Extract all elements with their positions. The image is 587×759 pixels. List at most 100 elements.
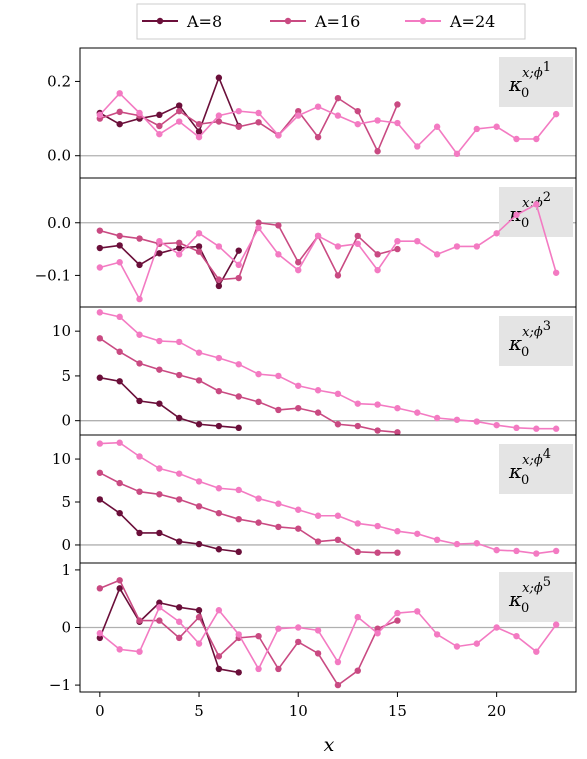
- data-point: [96, 309, 104, 316]
- x-axis-label: x: [324, 734, 335, 756]
- data-point: [552, 110, 560, 118]
- panels: κx;ϕ100.00.2κx;ϕ20−0.10.0κx;ϕ300510κx;ϕ4…: [35, 47, 577, 697]
- legend-marker: [284, 17, 292, 25]
- y-tick-label: 10: [52, 322, 71, 340]
- legend-entry: A=16: [270, 12, 360, 31]
- data-point: [116, 90, 123, 97]
- y-tick-label: 0.0: [47, 214, 71, 232]
- data-point: [156, 122, 163, 130]
- data-point: [255, 665, 262, 673]
- data-point: [295, 525, 302, 532]
- series-line: [99, 587, 239, 674]
- x-tick-label: 20: [487, 702, 506, 720]
- data-point: [215, 546, 223, 553]
- data-point: [96, 227, 104, 234]
- data-point: [96, 335, 104, 342]
- data-point: [394, 549, 401, 556]
- data-point: [374, 522, 381, 530]
- x-axis: 0 5 10 15 20: [95, 702, 506, 720]
- data-point: [136, 648, 143, 655]
- data-point: [235, 393, 242, 400]
- data-point: [334, 512, 342, 519]
- data-point: [275, 406, 282, 414]
- data-point: [374, 117, 381, 124]
- data-point: [275, 523, 282, 531]
- data-point: [255, 119, 262, 126]
- data-point: [255, 632, 262, 640]
- data-point: [275, 500, 282, 507]
- data-point: [295, 638, 302, 646]
- data-point: [314, 387, 322, 394]
- data-point: [493, 123, 500, 130]
- data-point: [493, 230, 500, 237]
- data-point: [176, 244, 183, 252]
- data-point: [255, 224, 262, 232]
- data-point: [394, 528, 401, 535]
- data-point: [96, 496, 104, 503]
- panel-label: κx;ϕ3 0: [508, 319, 551, 360]
- data-point: [176, 102, 183, 109]
- data-point: [136, 235, 143, 242]
- data-point: [116, 120, 123, 128]
- data-point: [394, 119, 401, 127]
- data-point: [414, 530, 421, 537]
- data-point: [354, 520, 361, 527]
- y-tick-label: 0: [61, 619, 71, 637]
- data-point: [433, 414, 441, 422]
- legend-marker: [156, 17, 164, 25]
- data-point: [295, 259, 302, 266]
- x-tick-label: 15: [388, 702, 407, 720]
- data-point: [255, 398, 262, 406]
- data-point: [235, 261, 242, 269]
- data-point: [473, 243, 480, 250]
- data-point: [136, 397, 143, 405]
- data-point: [374, 630, 381, 637]
- data-point: [195, 243, 203, 250]
- data-point: [156, 529, 163, 537]
- series-line: [99, 376, 239, 429]
- series-line: [99, 606, 557, 670]
- panel-1: κx;ϕ1 0 0.0 0.2: [47, 47, 577, 179]
- series-line: [99, 203, 557, 300]
- y-tick-label: 1: [61, 561, 71, 579]
- panel-label-box: [499, 57, 573, 107]
- data-point: [473, 418, 480, 425]
- series-line: [99, 221, 398, 281]
- data-point: [314, 512, 322, 519]
- x-tick-label: 10: [289, 702, 308, 720]
- data-point: [96, 264, 104, 271]
- data-point: [374, 266, 381, 274]
- data-point: [533, 425, 540, 432]
- data-point: [195, 133, 203, 141]
- y-tick-label: 10: [52, 450, 71, 468]
- data-point: [453, 643, 461, 650]
- data-point: [96, 111, 104, 119]
- data-point: [235, 361, 242, 368]
- data-point: [433, 631, 441, 638]
- data-point: [136, 617, 143, 624]
- data-point: [176, 414, 183, 422]
- data-point: [235, 515, 242, 523]
- data-point: [533, 201, 540, 208]
- panel-label-box: [499, 187, 573, 237]
- legend-label: A=16: [314, 12, 360, 31]
- data-point: [136, 360, 143, 367]
- data-point: [195, 478, 203, 485]
- data-point: [374, 401, 381, 408]
- data-point: [354, 613, 361, 621]
- data-point: [354, 240, 361, 248]
- data-point: [414, 608, 421, 615]
- data-point: [96, 469, 104, 476]
- data-point: [156, 617, 163, 624]
- data-point: [215, 665, 223, 673]
- data-point: [552, 547, 560, 555]
- data-point: [453, 150, 461, 158]
- data-point: [176, 251, 183, 258]
- data-point: [235, 631, 242, 638]
- data-point: [215, 354, 223, 362]
- data-point: [156, 400, 163, 407]
- panel-2: κx;ϕ20−0.10.0: [35, 177, 577, 308]
- data-point: [334, 681, 342, 689]
- data-point: [295, 404, 302, 412]
- legend-marker: [419, 17, 427, 25]
